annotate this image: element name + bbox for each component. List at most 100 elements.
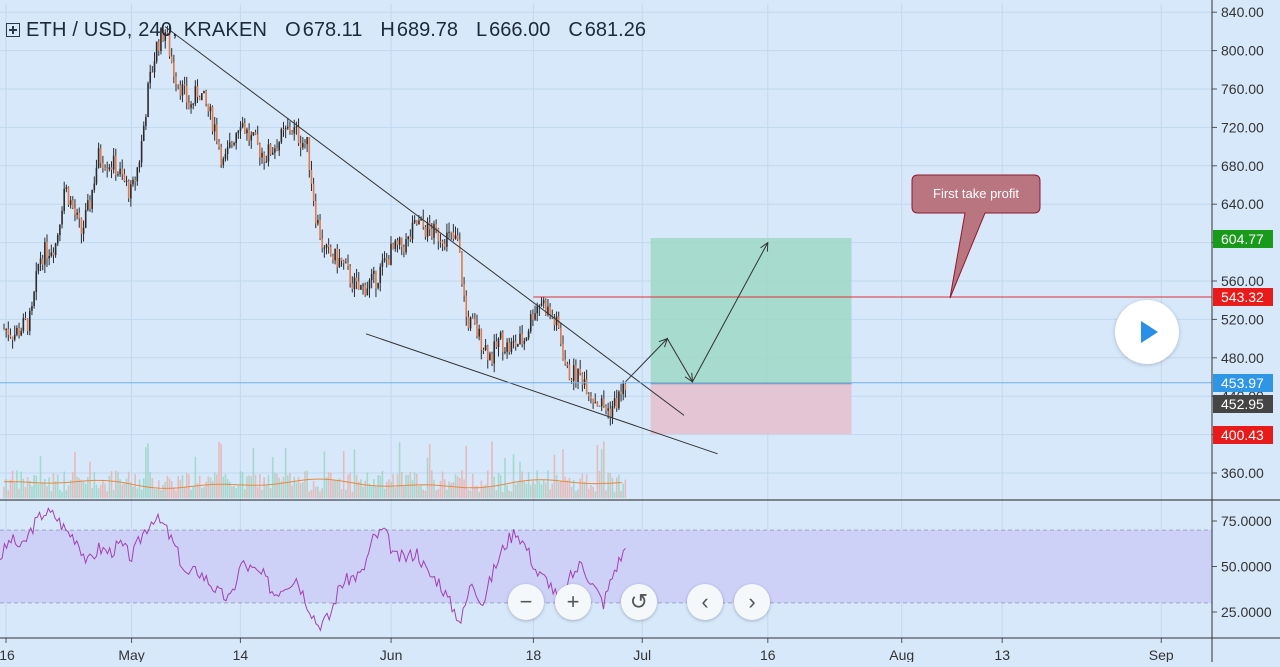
- candle-body: [590, 396, 592, 399]
- volume-bar: [209, 477, 212, 498]
- candle-body: [231, 142, 233, 145]
- volume-bar: [388, 479, 390, 498]
- candle-body: [407, 236, 409, 240]
- zoom-out-button[interactable]: −: [508, 584, 544, 620]
- open-value: 678.11: [302, 18, 363, 41]
- y-tick-label: 840.00: [1221, 4, 1264, 20]
- play-button[interactable]: [1115, 300, 1179, 364]
- volume-bar: [334, 480, 336, 498]
- candle-body: [364, 284, 366, 296]
- candle-body: [188, 102, 190, 108]
- volume-bar: [340, 488, 343, 498]
- candle-body: [398, 237, 401, 245]
- candle-body: [198, 96, 201, 101]
- volume-bar: [302, 482, 304, 498]
- volume-bar: [377, 475, 379, 498]
- scroll-back-button[interactable]: ‹: [687, 584, 723, 620]
- volume-bar: [256, 487, 259, 498]
- candle-body: [302, 143, 304, 148]
- volume-bar: [607, 472, 609, 498]
- volume-bar: [183, 486, 186, 498]
- volume-bar: [381, 470, 384, 498]
- candle-body: [142, 125, 145, 142]
- volume-bar: [160, 490, 162, 498]
- candle-body: [570, 379, 573, 381]
- volume-bar: [433, 479, 435, 498]
- volume-ma: [3, 478, 623, 489]
- volume-bar: [609, 472, 612, 498]
- volume-bar: [123, 483, 126, 498]
- price-badge-label: 604.77: [1221, 231, 1264, 247]
- volume-bar: [95, 484, 98, 498]
- volume-bar: [304, 471, 306, 498]
- volume-bar: [555, 475, 558, 498]
- candle-body: [433, 223, 435, 238]
- x-tick-label: 18: [526, 647, 542, 662]
- candle-body: [613, 398, 616, 406]
- volume-bar: [416, 473, 418, 498]
- volume-bar: [226, 478, 229, 498]
- candle-body: [9, 334, 12, 338]
- volume-bar: [65, 490, 68, 498]
- candle-body: [611, 405, 614, 417]
- candle-body: [596, 402, 599, 407]
- volume-bar: [575, 491, 577, 498]
- candle-body: [226, 147, 229, 155]
- candle-body: [327, 244, 330, 247]
- volume-bar: [588, 488, 590, 498]
- candle-body: [61, 210, 63, 225]
- volume-bar: [127, 471, 130, 498]
- volume-bar: [312, 481, 315, 498]
- volume-bar: [624, 479, 627, 498]
- candle-body: [598, 406, 601, 408]
- volume-bar: [314, 486, 317, 498]
- volume-bar: [173, 487, 175, 498]
- volume-bar: [463, 479, 465, 498]
- expand-icon[interactable]: [6, 23, 20, 37]
- volume-bar: [78, 478, 81, 498]
- candle-body: [289, 126, 291, 132]
- volume-bar: [252, 447, 255, 498]
- candle-body: [553, 317, 556, 326]
- candle-body: [7, 328, 10, 335]
- volume-bar: [527, 472, 530, 498]
- volume-bar: [439, 481, 442, 498]
- volume-bar: [422, 489, 425, 498]
- volume-bar: [405, 474, 407, 498]
- candle-body: [532, 314, 534, 320]
- volume-bar: [476, 485, 478, 498]
- profit-zone: [650, 238, 852, 384]
- candle-body: [437, 228, 440, 242]
- candle-body: [615, 398, 618, 409]
- volume-bar: [620, 491, 622, 498]
- candle-body: [405, 239, 407, 253]
- volume-bar: [489, 487, 491, 498]
- candle-body: [435, 223, 437, 229]
- volume-bar: [59, 490, 61, 498]
- x-tick-label: 16: [760, 647, 776, 662]
- volume-bar: [140, 489, 143, 498]
- scroll-forward-button[interactable]: ›: [734, 584, 770, 620]
- volume-bar: [317, 486, 319, 498]
- candle-body: [521, 333, 523, 344]
- volume-bar: [291, 485, 293, 498]
- candle-body: [538, 305, 541, 307]
- volume-bar: [454, 474, 457, 498]
- high-value: 689.78: [396, 18, 459, 41]
- candle-body: [93, 183, 96, 190]
- volume-bar: [284, 447, 287, 498]
- candle-body: [102, 162, 104, 169]
- candle-body: [205, 90, 207, 104]
- candle-body: [233, 143, 235, 145]
- candle-body: [22, 317, 25, 332]
- candle-body: [443, 243, 446, 247]
- volume-bar: [89, 461, 91, 498]
- volume-bar: [547, 470, 549, 498]
- candle-body: [84, 209, 87, 228]
- reset-button[interactable]: ↺: [621, 584, 657, 620]
- zoom-in-button[interactable]: +: [555, 584, 591, 620]
- volume-bar: [170, 481, 173, 498]
- volume-bar: [508, 490, 511, 498]
